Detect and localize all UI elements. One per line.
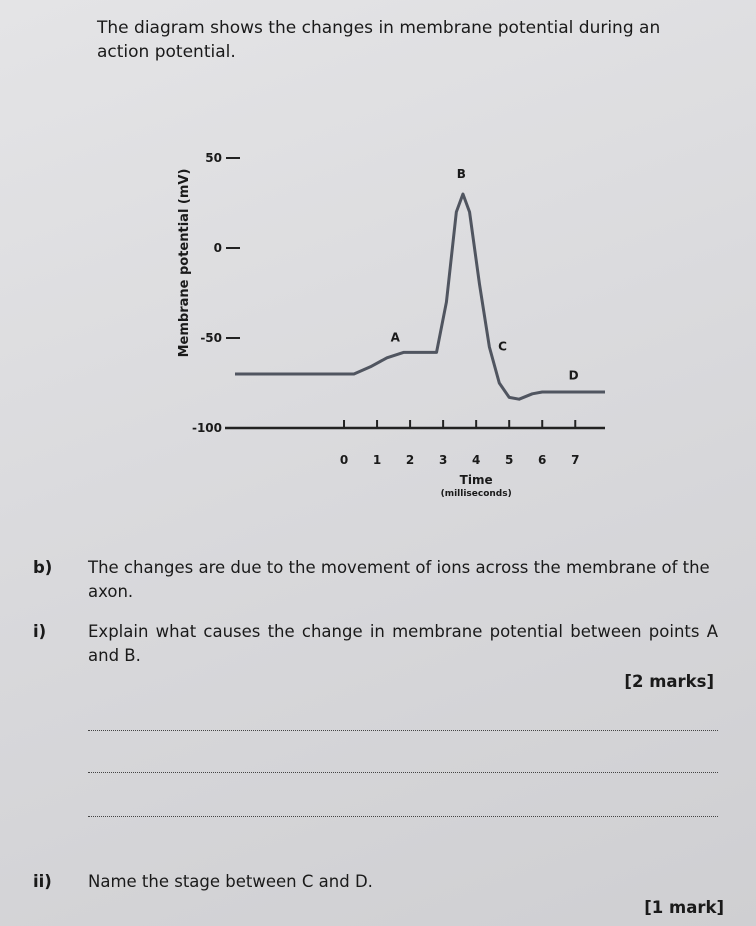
question-text: The changes are due to the movement of i…	[88, 558, 710, 601]
y-tick-label: 0	[214, 241, 222, 255]
x-tick-label: 3	[439, 453, 447, 467]
answer-line	[88, 772, 718, 773]
intro: The diagram shows the changes in membran…	[97, 18, 661, 62]
answer-line	[88, 816, 718, 817]
x-tick-label: 6	[538, 453, 546, 467]
point-label: B	[457, 167, 466, 181]
x-tick-label: 4	[472, 453, 480, 467]
marks: [1 mark]	[644, 898, 724, 917]
y-tick-label: -50	[200, 331, 222, 345]
answer-line	[88, 730, 718, 731]
question-label: b)	[33, 558, 53, 577]
point-label: D	[569, 368, 579, 382]
point-label: A	[391, 331, 401, 345]
x-tick-label: 1	[373, 453, 381, 467]
question-label: ii)	[33, 872, 52, 891]
x-tick-label: 0	[340, 453, 348, 467]
x-axis-label: Time	[460, 473, 493, 487]
y-tick-label: 50	[205, 151, 222, 165]
question-label: i)	[33, 622, 47, 641]
x-tick-label: 5	[505, 453, 513, 467]
question-text: Explain what causes the change in membra…	[88, 622, 718, 665]
marks: [2 marks]	[624, 672, 714, 691]
question-text: Name the stage between C and D.	[88, 872, 373, 891]
membrane-potential-line	[235, 192, 605, 401]
x-tick-label: 2	[406, 453, 414, 467]
point-label: C	[498, 340, 507, 354]
y-tick-label: -100	[192, 421, 222, 435]
x-axis-sublabel: (milliseconds)	[441, 489, 512, 499]
x-tick-label: 7	[571, 453, 579, 467]
chart: 50 0 -50 -100 0 1 2 3 4 5 6 7 Membrane potential (mV…	[177, 151, 605, 499]
y-axis-label: Membrane potential (mV)	[177, 169, 192, 358]
